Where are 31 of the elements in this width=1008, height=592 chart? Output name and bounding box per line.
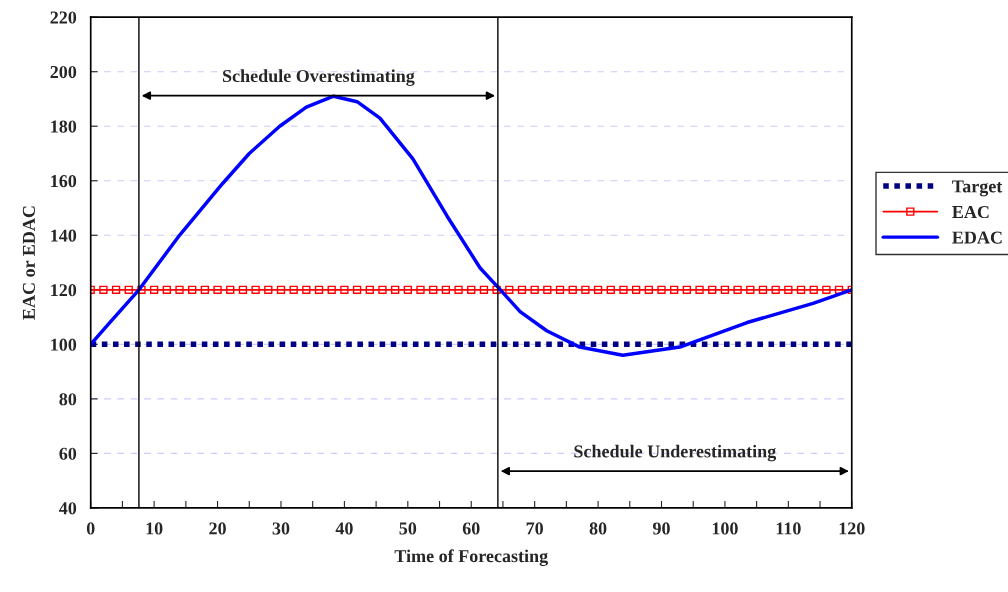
y-tick-label: 100 <box>51 338 77 351</box>
legend-label: EAC <box>952 205 989 219</box>
y-tick-label: 80 <box>59 393 77 406</box>
annotation: Schedule Overestimating <box>222 69 415 86</box>
y-axis-title: EAC or EDAC <box>22 206 35 320</box>
x-tick-label: 30 <box>272 522 290 535</box>
y-tick-label: 140 <box>51 229 77 242</box>
legend-label: Target <box>952 180 1003 197</box>
x-tick-label: 70 <box>526 522 543 535</box>
x-tick-label: 110 <box>776 522 801 535</box>
y-tick-label: 180 <box>51 120 77 133</box>
x-tick-label: 60 <box>462 522 480 535</box>
x-tick-label: 0 <box>86 522 95 535</box>
y-tick-label: 60 <box>59 447 77 460</box>
y-tick-label: 40 <box>59 502 77 515</box>
x-tick-label: 90 <box>652 522 670 535</box>
y-tick-label: 200 <box>50 65 77 79</box>
x-tick-label: 20 <box>209 522 226 535</box>
x-tick-label: 100 <box>712 522 738 535</box>
annotation: Schedule Underestimating <box>574 444 777 462</box>
legend-label: EDAC <box>952 231 1002 244</box>
y-tick-label: 120 <box>51 284 77 297</box>
line-series <box>90 94 852 357</box>
x-axis-title: Time of Forecasting <box>394 549 548 567</box>
x-tick-label: 50 <box>399 522 417 535</box>
x-tick-label: 120 <box>839 522 865 535</box>
y-tick-label: 220 <box>50 11 77 24</box>
x-tick-label: 10 <box>146 522 163 535</box>
y-tick-label: 160 <box>51 175 77 188</box>
x-tick-label: 40 <box>335 522 353 535</box>
x-tick-label: 80 <box>589 522 607 535</box>
